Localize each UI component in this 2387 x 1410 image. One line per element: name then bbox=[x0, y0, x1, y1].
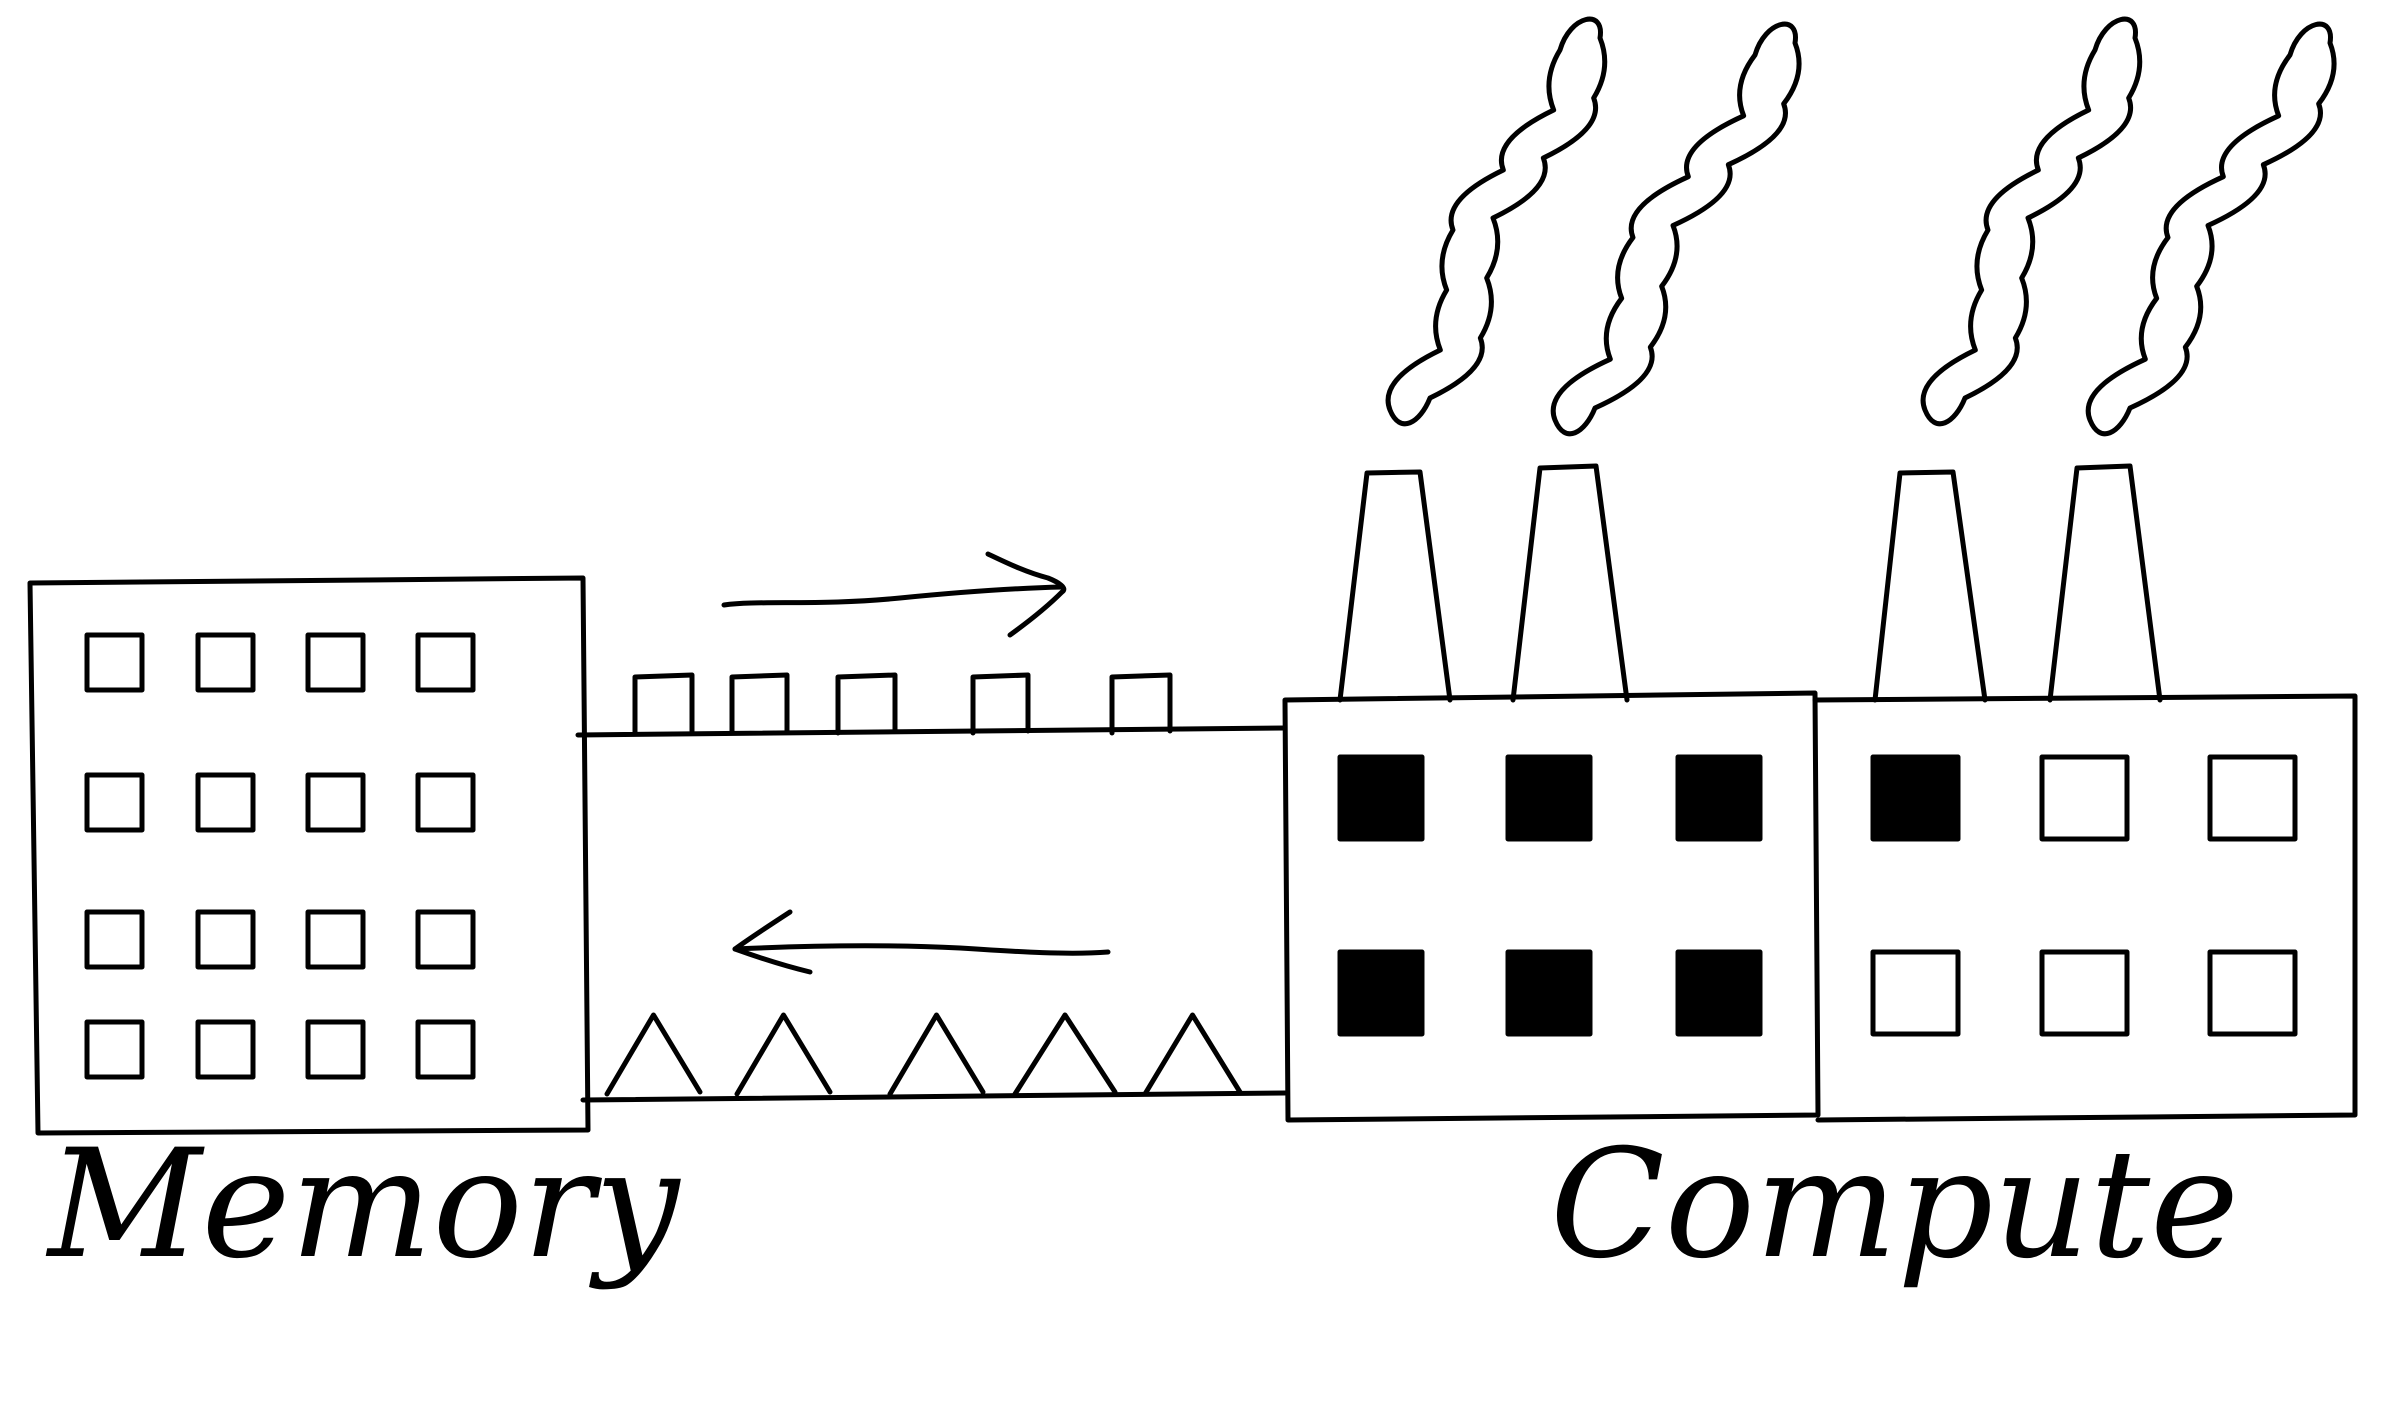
smoke-plume bbox=[1385, 16, 1608, 427]
memory-window bbox=[84, 1019, 145, 1080]
compute-window-idle bbox=[2039, 754, 2130, 842]
connector-top-rail bbox=[575, 725, 1288, 738]
memory-windows bbox=[84, 632, 476, 1080]
memory-window bbox=[305, 909, 366, 970]
smokestack-3 bbox=[1872, 469, 1988, 703]
connector bbox=[575, 551, 1288, 1103]
smoke-plume bbox=[1550, 21, 1802, 437]
memory-window bbox=[415, 1019, 476, 1080]
smokestack-4 bbox=[2047, 463, 2163, 703]
memory-window bbox=[305, 1019, 366, 1080]
compute-window-busy bbox=[1505, 949, 1593, 1037]
smokestack-2 bbox=[1510, 463, 1630, 703]
data-block bbox=[632, 672, 695, 736]
data-block bbox=[835, 672, 898, 736]
memory-label: Memory bbox=[48, 1118, 680, 1292]
memory-window bbox=[305, 632, 366, 693]
memory-window bbox=[195, 772, 256, 833]
data-triangle bbox=[887, 1012, 986, 1097]
smoke-plume bbox=[2085, 21, 2337, 437]
compute-factory-left-hall bbox=[1282, 690, 1821, 1123]
data-triangle bbox=[734, 1012, 833, 1097]
arrow-to-memory-head bbox=[732, 909, 813, 975]
smoke-plume bbox=[1920, 16, 2143, 427]
compute-window-idle bbox=[2207, 754, 2298, 842]
data-block bbox=[1109, 672, 1173, 736]
compute-label: Compute bbox=[1550, 1118, 2239, 1292]
data-triangle bbox=[1142, 1012, 1243, 1097]
arrow-to-compute-head bbox=[985, 551, 1067, 638]
data-triangle bbox=[604, 1012, 703, 1097]
memory-window bbox=[84, 772, 145, 833]
data-block bbox=[729, 672, 790, 736]
data-triangle bbox=[1012, 1012, 1118, 1097]
memory-window bbox=[415, 632, 476, 693]
compute-window-idle bbox=[1870, 949, 1961, 1037]
connector-bottom-rail bbox=[580, 1090, 1288, 1103]
memory-window bbox=[84, 909, 145, 970]
memory-window bbox=[415, 909, 476, 970]
memory-building bbox=[27, 575, 591, 1136]
compute-factory-right-hall bbox=[1812, 693, 2358, 1123]
compute-window-busy bbox=[1675, 949, 1763, 1037]
compute-window-busy bbox=[1337, 754, 1425, 842]
memory-building-outline bbox=[27, 575, 591, 1136]
compute-window-busy bbox=[1870, 754, 1961, 842]
memory-window bbox=[195, 909, 256, 970]
compute-windows bbox=[1337, 754, 2298, 1037]
arrow-to-memory bbox=[732, 943, 1111, 956]
memory-window bbox=[305, 772, 366, 833]
memory-window bbox=[84, 632, 145, 693]
outgoing-data-blocks bbox=[632, 672, 1173, 736]
memory-window bbox=[415, 772, 476, 833]
smokestack-1 bbox=[1337, 469, 1453, 703]
memory-window bbox=[195, 632, 256, 693]
compute-window-idle bbox=[2039, 949, 2130, 1037]
compute-window-busy bbox=[1505, 754, 1593, 842]
compute-factory bbox=[1282, 16, 2358, 1123]
compute-window-idle bbox=[2207, 949, 2298, 1037]
smoke bbox=[1385, 16, 2337, 437]
returning-data-triangles bbox=[604, 1012, 1243, 1097]
memory-window bbox=[195, 1019, 256, 1080]
data-block bbox=[970, 672, 1031, 736]
arrow-to-compute bbox=[721, 584, 1065, 608]
compute-window-busy bbox=[1675, 754, 1763, 842]
compute-window-busy bbox=[1337, 949, 1425, 1037]
